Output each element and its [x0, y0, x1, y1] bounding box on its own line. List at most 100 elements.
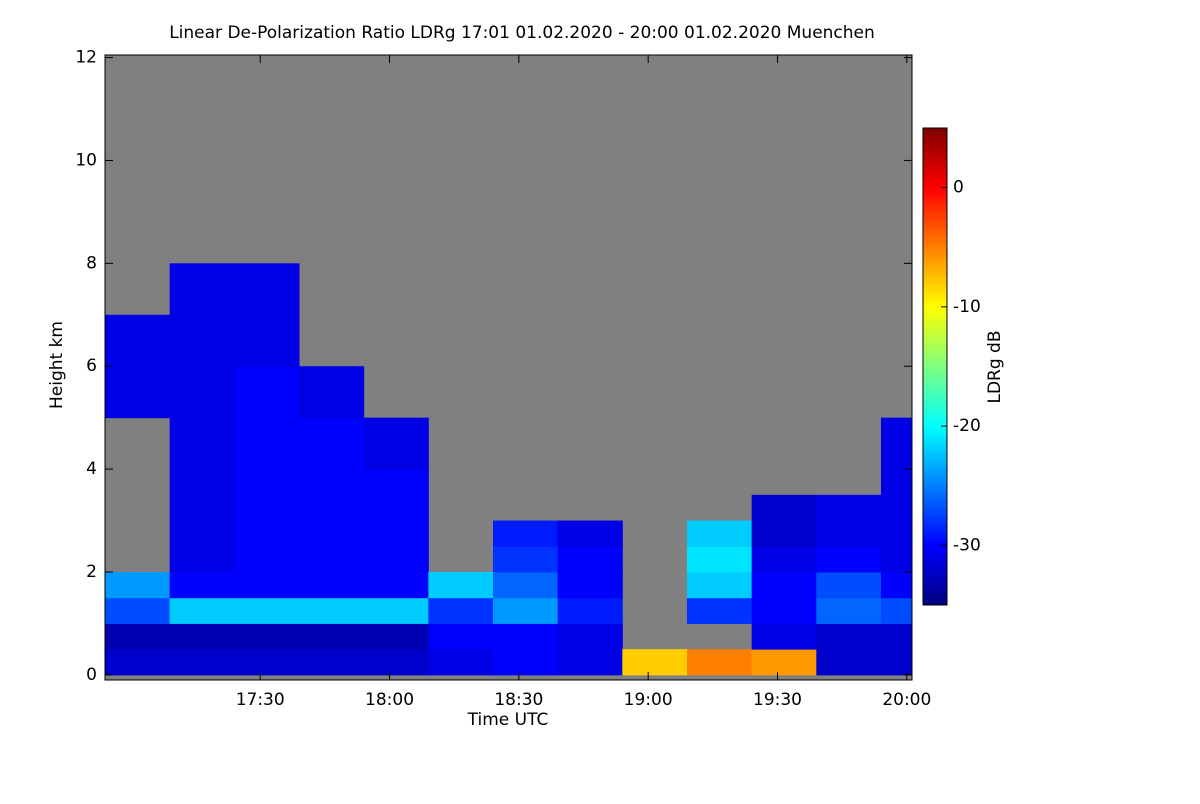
colorbar-strip: [923, 232, 947, 234]
x-tick-label: 20:00: [882, 690, 931, 710]
x-tick-label: 19:30: [753, 690, 802, 710]
colorbar-strip: [923, 330, 947, 332]
colorbar-strip: [923, 216, 947, 218]
colorbar-strip: [923, 357, 947, 359]
colorbar-strip: [923, 399, 947, 401]
colorbar-strip: [923, 274, 947, 276]
colorbar-strip: [923, 273, 947, 275]
y-tick-label: 2: [86, 562, 97, 582]
heatmap-cell: [169, 263, 235, 316]
colorbar-strip: [923, 391, 947, 393]
colorbar-strip: [923, 493, 947, 495]
colorbar-strip: [923, 398, 947, 400]
colorbar-strip: [923, 372, 947, 374]
colorbar-strip: [923, 539, 947, 541]
colorbar-strip: [923, 483, 947, 485]
colorbar-strip: [923, 340, 947, 342]
colorbar-strip: [923, 599, 947, 601]
colorbar-strip: [923, 573, 947, 575]
colorbar-strip: [923, 164, 947, 166]
colorbar-strip: [923, 211, 947, 213]
colorbar-strip: [923, 329, 947, 331]
colorbar-strip: [923, 552, 947, 554]
colorbar-strip: [923, 553, 947, 555]
colorbar-strip: [923, 491, 947, 493]
heatmap-cell: [234, 546, 300, 573]
heatmap-cell: [557, 623, 623, 650]
heatmap-cell: [428, 623, 494, 650]
colorbar-strip: [923, 355, 947, 357]
colorbar-strip: [923, 541, 947, 543]
colorbar-strip: [923, 392, 947, 394]
y-axis-label: Height km: [47, 321, 67, 409]
colorbar-strip: [923, 314, 947, 316]
colorbar-strip: [923, 342, 947, 344]
colorbar-strip: [923, 422, 947, 424]
colorbar-strip: [923, 275, 947, 277]
colorbar-strip: [923, 264, 947, 266]
colorbar-strip: [923, 478, 947, 480]
colorbar-strip: [923, 445, 947, 447]
colorbar-strip: [923, 487, 947, 489]
heatmap-cell: [298, 649, 365, 676]
colorbar-strip: [923, 238, 947, 240]
colorbar-strip: [923, 202, 947, 204]
colorbar-strip: [923, 409, 947, 411]
colorbar-strip: [923, 456, 947, 458]
colorbar-strip: [923, 510, 947, 512]
colorbar-strip: [923, 361, 947, 363]
colorbar-strip: [923, 262, 947, 264]
colorbar-strip: [923, 265, 947, 267]
colorbar-strip: [923, 236, 947, 238]
colorbar-strip: [923, 486, 947, 488]
colorbar-strip: [923, 576, 947, 578]
colorbar-strip: [923, 250, 947, 252]
colorbar-strip: [923, 359, 947, 361]
colorbar-strip: [923, 139, 947, 141]
colorbar-strip: [923, 555, 947, 557]
colorbar-strip: [923, 429, 947, 431]
colorbar-strip: [923, 153, 947, 155]
colorbar-strip: [923, 449, 947, 451]
colorbar-strip: [923, 438, 947, 440]
y-tick-label: 6: [86, 356, 97, 376]
colorbar-strip: [923, 412, 947, 414]
colorbar-strip: [923, 589, 947, 591]
colorbar-strip: [923, 297, 947, 299]
heatmap-cell: [880, 417, 913, 470]
colorbar-strip: [923, 290, 947, 292]
colorbar-strip: [923, 397, 947, 399]
heatmap-cell: [816, 623, 882, 650]
colorbar-strip: [923, 305, 947, 307]
colorbar-strip: [923, 302, 947, 304]
colorbar-strip: [923, 155, 947, 157]
colorbar-strip: [923, 207, 947, 209]
colorbar-strip: [923, 546, 947, 548]
colorbar-strip: [923, 158, 947, 160]
colorbar-strip: [923, 252, 947, 254]
chart-title: Linear De-Polarization Ratio LDRg 17:01 …: [169, 23, 875, 43]
colorbar-strip: [923, 336, 947, 338]
colorbar-strip: [923, 249, 947, 251]
colorbar-strip: [923, 284, 947, 286]
y-tick-label: 0: [86, 665, 97, 685]
colorbar-strip: [923, 170, 947, 172]
colorbar-strip: [923, 235, 947, 237]
colorbar-strip: [923, 464, 947, 466]
colorbar-strip: [923, 189, 947, 191]
colorbar-strip: [923, 128, 947, 130]
colorbar-strip: [923, 439, 947, 441]
colorbar-strip: [923, 426, 947, 428]
colorbar-strip: [923, 504, 947, 506]
colorbar-strip: [923, 532, 947, 534]
colorbar-strip: [923, 312, 947, 314]
colorbar-strip: [923, 386, 947, 388]
colorbar-strip: [923, 188, 947, 190]
x-axis-label: Time UTC: [467, 710, 549, 730]
heatmap-cell: [880, 649, 913, 676]
colorbar-strip: [923, 315, 947, 317]
colorbar-strip: [923, 175, 947, 177]
heatmap-cell: [363, 597, 429, 624]
colorbar-strip: [923, 516, 947, 518]
colorbar-strip: [923, 321, 947, 323]
